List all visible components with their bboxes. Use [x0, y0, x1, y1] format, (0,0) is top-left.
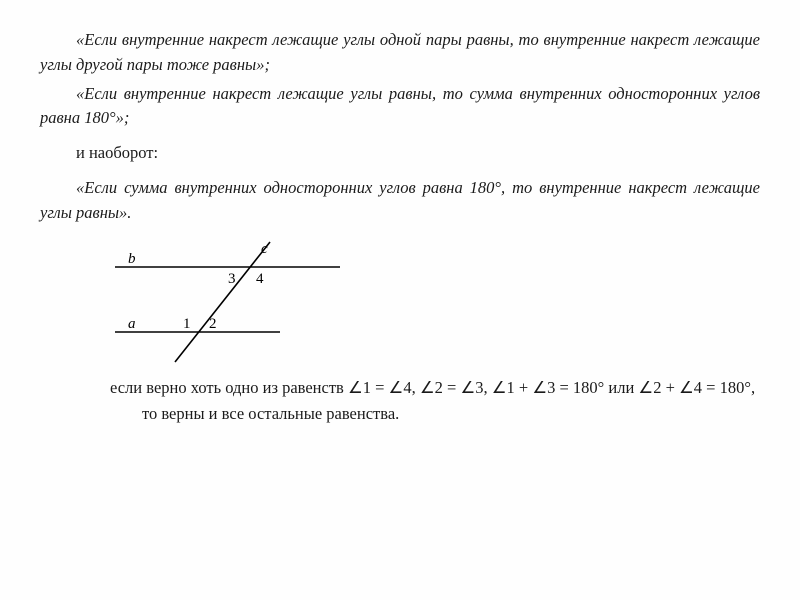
bottom-conclusion: если верно хоть одно из равенств ∠1 = ∠4… — [110, 375, 760, 426]
paragraph-1: «Если внутренние накрест лежащие углы од… — [40, 28, 760, 78]
svg-text:a: a — [128, 316, 136, 332]
svg-text:2: 2 — [209, 316, 217, 332]
diagram-svg: b a c 3 4 1 2 — [100, 237, 360, 367]
paragraph-2: «Если внутренние накрест лежащие углы ра… — [40, 82, 760, 132]
svg-text:1: 1 — [183, 316, 191, 332]
paragraph-3: «Если сумма внутренних односторонних угл… — [40, 176, 760, 226]
geometry-diagram: b a c 3 4 1 2 — [100, 237, 360, 367]
svg-text:3: 3 — [228, 271, 236, 287]
svg-text:4: 4 — [256, 271, 264, 287]
connector-text: и наоборот: — [40, 141, 760, 166]
svg-text:c: c — [261, 241, 268, 257]
svg-text:b: b — [128, 251, 136, 267]
